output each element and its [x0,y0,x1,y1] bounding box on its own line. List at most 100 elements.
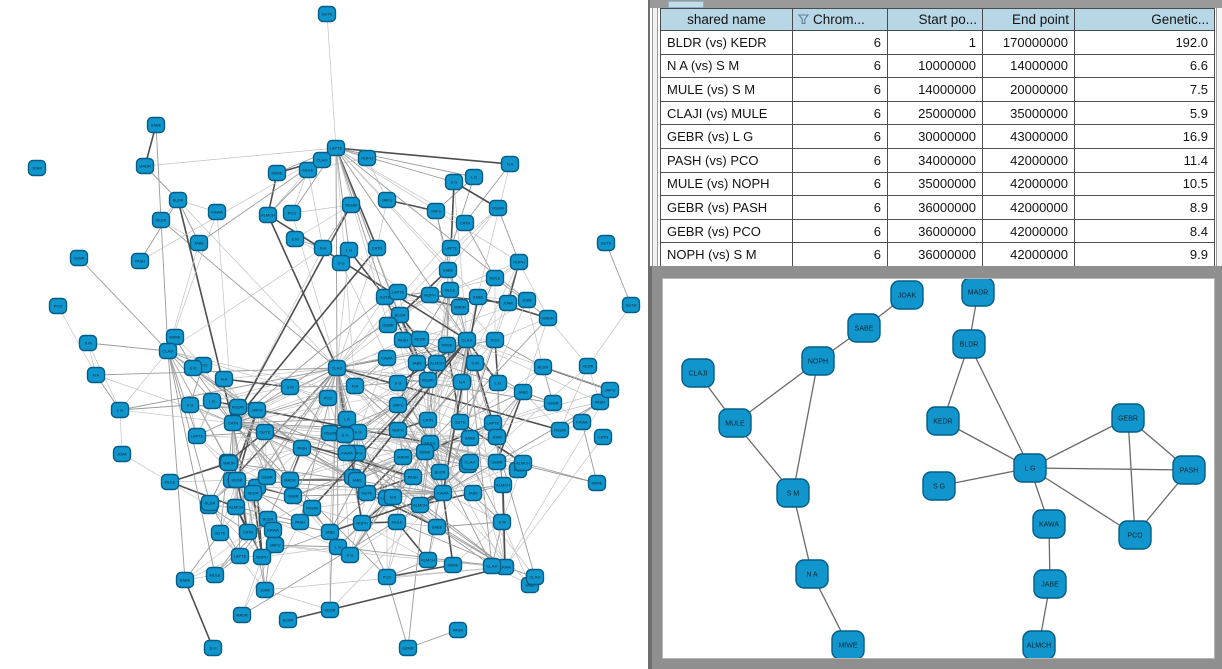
network-node[interactable]: BLDR [430,463,450,481]
subnetwork-panel[interactable]: JOAK MADR SABE NOPH BLDR CLAJI MULE KEDR GEBR L G… [662,278,1215,659]
table-cell[interactable]: 42000000 [982,171,1075,197]
network-node[interactable]: ALMCH [226,498,246,516]
network-node[interactable]: JABE [320,523,340,541]
network-node[interactable]: JAIFU [600,381,620,399]
network-node[interactable]: JOAK [112,445,132,463]
network-node[interactable]: S M [183,359,203,377]
network-node[interactable]: LAPTE [441,239,461,257]
network-node[interactable]: MADR [219,454,239,472]
network-node[interactable]: MULE [718,408,752,438]
table-header-0[interactable]: shared name [660,8,793,31]
table-cell[interactable]: BLDR (vs) KEDR [660,30,793,55]
network-node[interactable]: JOAK [890,280,924,310]
network-node[interactable]: GEBR [398,639,418,657]
network-node[interactable]: JAIFU [265,536,285,554]
network-node[interactable]: ALMCH [513,454,533,472]
network-node[interactable]: CLAJI [327,359,347,377]
table-cell[interactable]: 6 [792,30,888,55]
network-node[interactable]: LAPTE [326,139,346,157]
table-row[interactable]: GEBR (vs) PCO 6 36000000 42000000 8.4 [660,218,1215,244]
network-node[interactable]: MIWE [415,443,435,461]
filter-funnel-icon[interactable] [798,14,809,25]
network-node[interactable]: PASH [130,252,150,270]
network-node[interactable]: GEBR [283,487,303,505]
network-node[interactable]: BLDR [278,611,298,629]
table-cell[interactable]: GEBR (vs) L G [660,124,793,149]
network-node[interactable]: BLDR [200,494,220,512]
network-node[interactable]: PCO [318,389,338,407]
table-cell[interactable]: 36000000 [887,195,983,220]
network-node[interactable]: ALMCH [1022,630,1056,658]
table-cell[interactable]: 36000000 [887,242,983,267]
network-node[interactable]: ALMCH [418,551,438,569]
network-node[interactable]: PASH [448,621,468,639]
network-node[interactable]: L G [1013,453,1047,483]
table-row[interactable]: N A (vs) S M 6 10000000 14000000 6.6 [660,53,1215,79]
network-node[interactable]: NOPH [252,548,272,566]
network-node[interactable]: JOAK [487,428,507,446]
network-node[interactable]: L G [488,374,508,392]
network-node[interactable]: MIWE [831,630,865,658]
network-node[interactable]: L G [337,410,357,428]
network-node[interactable]: S G [388,374,408,392]
table-cell[interactable]: 11.4 [1074,147,1215,173]
table-cell[interactable]: 35000000 [982,100,1075,126]
network-node[interactable]: MADR [961,279,995,307]
network-node[interactable]: S G [331,254,351,272]
network-node[interactable]: S M [78,334,98,352]
table-cell[interactable]: 14000000 [887,77,983,102]
network-node[interactable]: CATN [418,411,438,429]
table-cell[interactable]: 6 [792,242,888,267]
network-node[interactable]: NOPH [801,346,835,376]
table-header-1[interactable]: Chrom... [792,8,888,31]
network-node[interactable]: CLAJI [158,342,178,360]
network-node[interactable]: KEDR [320,601,340,619]
table-cell[interactable]: 192.0 [1074,30,1215,55]
network-node[interactable]: RSUM [550,421,570,439]
network-node[interactable]: ALMCH [493,476,513,494]
network-node[interactable]: JABE [1033,569,1067,599]
network-node[interactable]: GUTE [596,234,616,252]
network-node[interactable]: SABE [427,518,447,536]
network-node[interactable]: PASH [403,468,423,486]
network-node[interactable]: PCO [485,331,505,349]
network-node[interactable]: LAPTE [187,427,207,445]
network-node[interactable]: LAPTE [388,283,408,301]
network-node[interactable]: GUTE [621,296,641,314]
network-node[interactable]: KAWA [377,349,397,367]
network-node[interactable]: JABE [463,484,483,502]
network-node[interactable]: JOAK [255,581,275,599]
network-node[interactable]: CLAJI [681,358,715,388]
network-node[interactable]: SABE [468,288,488,306]
network-node[interactable]: S G [340,546,360,564]
table-row[interactable]: CLAJI (vs) MULE 6 25000000 35000000 5.9 [660,100,1215,126]
network-node[interactable]: CLAJI [312,151,332,169]
network-node[interactable]: JAIFU [247,401,267,419]
network-node[interactable]: BLDR [533,358,553,376]
network-node[interactable]: SABE [146,116,166,134]
table-row[interactable]: PASH (vs) PCO 6 34000000 42000000 11.4 [660,147,1215,173]
network-node[interactable]: CLAJI [525,568,545,586]
table-cell[interactable]: 6 [792,124,888,149]
network-node[interactable]: CATN [367,239,387,257]
network-node[interactable]: RSUM [418,371,438,389]
network-node[interactable]: JABE [347,471,367,489]
network-node[interactable]: KEDR [151,211,171,229]
table-cell[interactable]: 6 [792,218,888,244]
table-cell[interactable]: 8.9 [1074,195,1215,220]
table-header-4[interactable]: Genetic... [1074,8,1215,31]
table-cell[interactable]: 1 [887,30,983,55]
network-node[interactable]: S G [922,471,956,501]
table-cell[interactable]: MULE (vs) S M [660,77,793,102]
network-node[interactable]: CATN [223,414,243,432]
table-cell[interactable]: 30000000 [887,124,983,149]
table-cell[interactable]: 25000000 [887,100,983,126]
table-row[interactable]: MULE (vs) S M 6 14000000 20000000 7.5 [660,77,1215,102]
table-cell[interactable]: 35000000 [887,171,983,197]
table-cell[interactable]: 42000000 [982,147,1075,173]
panel-resize-handle[interactable] [652,8,658,266]
network-node[interactable]: N A [345,377,365,395]
network-node[interactable]: MADR [135,157,155,175]
table-row[interactable]: NOPH (vs) S M 6 36000000 42000000 9.9 [660,242,1215,267]
